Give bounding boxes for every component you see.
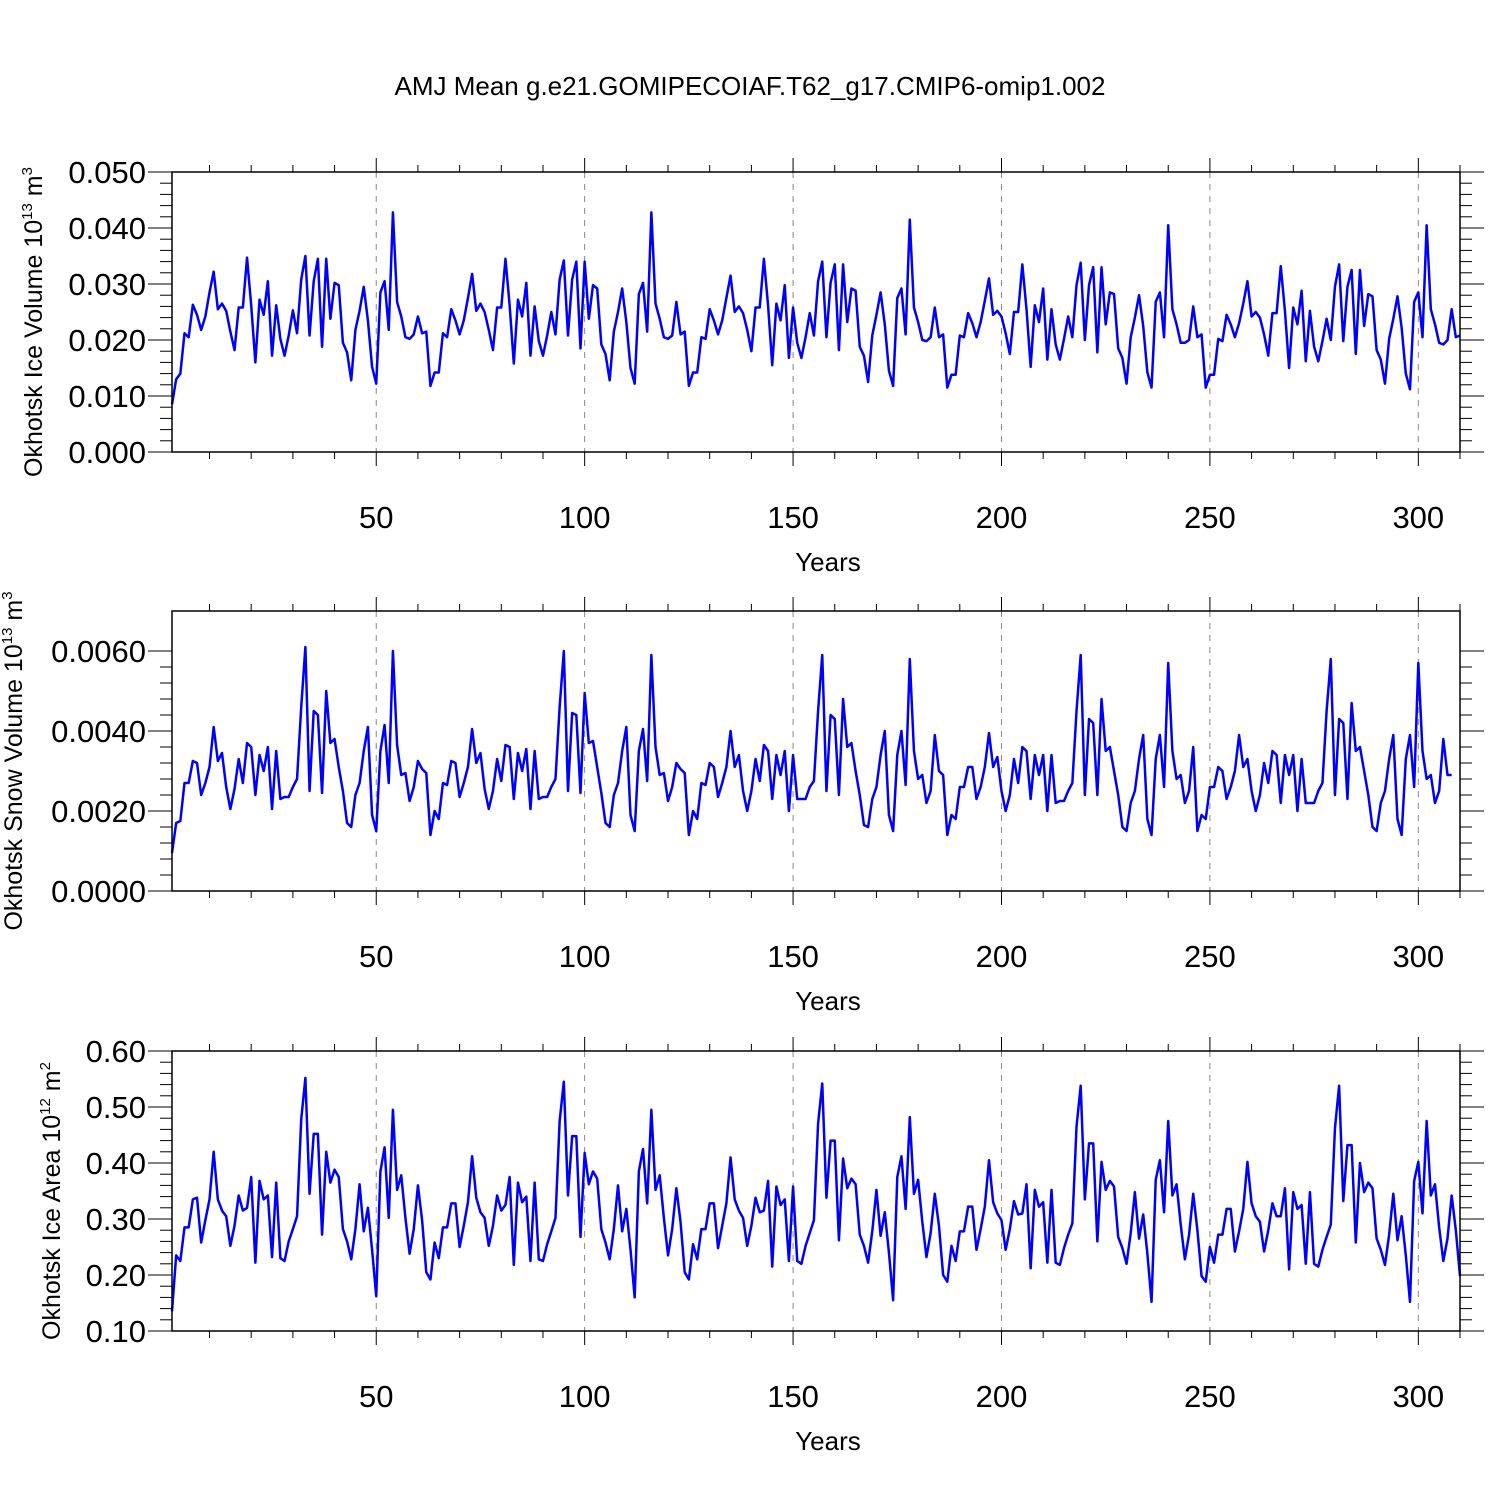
x-tick-label: 150 xyxy=(767,939,819,974)
plot-frame xyxy=(171,1050,1461,1332)
y-axis-label: Okhotsk Snow Volume 1013 m3 xyxy=(0,591,28,930)
x-axis-label: Years xyxy=(795,1426,861,1456)
y-tick-label: 0.10 xyxy=(86,1314,146,1349)
y-axis-label: Okhotsk Ice Area 1012 m2 xyxy=(37,1062,66,1340)
y-tick-label: 0.60 xyxy=(86,1034,146,1069)
data-series-line xyxy=(170,1076,1462,1312)
y-axis-label: Okhotsk Ice Volume 1013 m3 xyxy=(19,167,48,477)
x-tick-label: 300 xyxy=(1392,939,1444,974)
plot-frame xyxy=(171,610,1461,892)
x-tick-label: 100 xyxy=(559,500,611,535)
y-tick-label: 0.040 xyxy=(68,211,146,246)
x-tick-label: 200 xyxy=(976,1379,1028,1414)
y-tick-label: 0.010 xyxy=(68,379,146,414)
chart-panel-3: 0.10 0.20 0.30 0.40 0.50 0.60 50 100 150 200 250 30… xyxy=(37,1034,1484,1456)
chart-panel-1: 0.000 0.010 0.020 0.030 0.040 0.050 50 100 150 20… xyxy=(19,155,1484,577)
y-tick-label: 0.0020 xyxy=(51,794,146,829)
chart-title: AMJ Mean g.e21.GOMIPECOIAF.T62_g17.CMIP6… xyxy=(395,71,1106,101)
x-tick-label: 300 xyxy=(1392,1379,1444,1414)
x-tick-label: 250 xyxy=(1184,939,1236,974)
y-tick-label: 0.000 xyxy=(68,435,146,470)
y-tick-label: 0.0000 xyxy=(51,874,146,909)
y-tick-label: 0.40 xyxy=(86,1146,146,1181)
x-axis-label: Years xyxy=(795,547,861,577)
y-tick-label: 0.20 xyxy=(86,1258,146,1293)
x-tick-label: 300 xyxy=(1392,500,1444,535)
x-tick-label: 150 xyxy=(767,1379,819,1414)
x-tick-label: 150 xyxy=(767,500,819,535)
x-tick-label: 50 xyxy=(359,939,393,974)
data-series-line xyxy=(170,211,1461,405)
x-tick-label: 200 xyxy=(976,939,1028,974)
y-tick-label: 0.020 xyxy=(68,323,146,358)
x-tick-label: 200 xyxy=(976,500,1028,535)
data-series-line xyxy=(170,645,1452,854)
x-tick-label: 100 xyxy=(559,1379,611,1414)
y-tick-label: 0.0040 xyxy=(51,714,146,749)
y-tick-label: 0.0060 xyxy=(51,634,146,669)
x-tick-label: 100 xyxy=(559,939,611,974)
y-tick-label: 0.50 xyxy=(86,1090,146,1125)
x-tick-label: 250 xyxy=(1184,1379,1236,1414)
y-tick-label: 0.030 xyxy=(68,267,146,302)
x-tick-label: 50 xyxy=(359,500,393,535)
chart-panel-2: 0.0000 0.0020 0.0040 0.0060 50 100 150 200 250 30… xyxy=(0,591,1484,1016)
y-tick-label: 0.30 xyxy=(86,1202,146,1237)
x-tick-label: 50 xyxy=(359,1379,393,1414)
x-tick-label: 250 xyxy=(1184,500,1236,535)
y-tick-label: 0.050 xyxy=(68,155,146,190)
x-axis-label: Years xyxy=(795,986,861,1016)
plot-frame xyxy=(171,171,1461,453)
